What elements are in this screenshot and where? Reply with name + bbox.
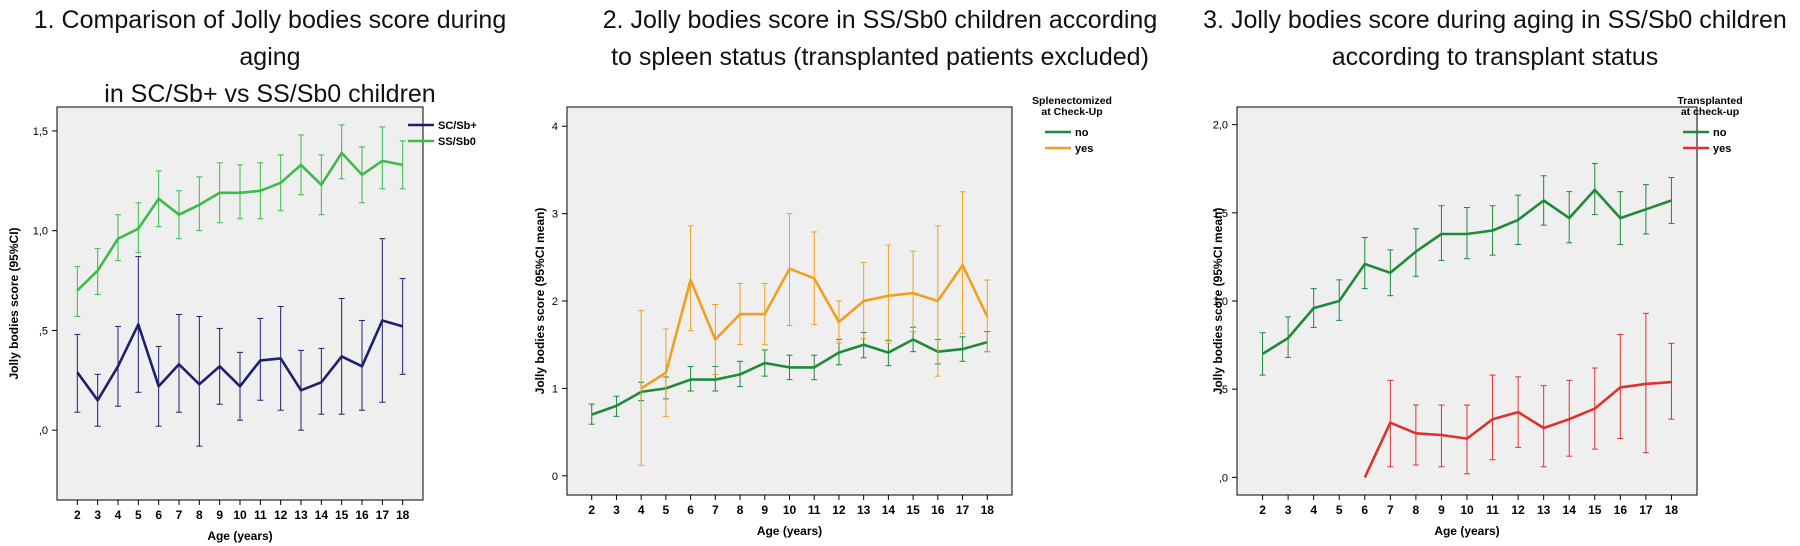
legend-label: no [1713,127,1727,139]
y-tick-label: 1,0 [33,226,48,238]
x-tick-label: 18 [981,503,995,517]
y-tick-label: 2 [552,296,558,308]
x-tick-label: 17 [1639,503,1653,517]
x-tick-label: 6 [1361,503,1368,517]
x-tick-label: 17 [956,503,970,517]
x-tick-label: 15 [906,503,920,517]
chart-1-svg: ,0 ,5 1,0 1,5 2 3 4 5 6 7 8 9 10 11 12 13 14 15 16 17 18 Age … [7,106,477,543]
y-axis-label: Jolly bodies score (95%CI mean) [1211,208,1225,395]
x-tick-label: 2 [74,508,81,522]
series-line [640,263,989,390]
y-tick-label: 2,0 [1213,120,1228,132]
x-tick-label: 3 [613,503,620,517]
chart-panel-1: 1. Comparison of Jolly bodies score duri… [0,0,540,546]
x-tick-label: 11 [1486,503,1499,517]
y-tick-label: 1,5 [33,126,48,138]
x-tick-label: 8 [196,508,203,522]
x-tick-label: 10 [783,503,797,517]
legend-label: yes [1075,143,1093,155]
x-tick-label: 11 [808,503,821,517]
y-axis-label: Jolly bodies score (95%CI mean) [533,208,547,395]
x-tick-label: 15 [335,508,349,522]
y-axis-label: Jolly bodies score (95%CI) [7,227,21,379]
x-tick-label: 14 [882,503,896,517]
x-tick-label: 18 [396,508,410,522]
x-tick-label: 7 [712,503,719,517]
x-tick-label: 17 [376,508,390,522]
x-tick-label: 10 [233,508,247,522]
x-tick-label: 8 [1413,503,1420,517]
x-tick-label: 10 [1460,503,1474,517]
legend-label: no [1075,127,1089,139]
x-tick-label: 4 [638,503,645,517]
y-tick-label: 4 [552,121,558,133]
x-tick-label: 9 [216,508,223,522]
x-tick-label: 18 [1665,503,1679,517]
x-tick-label: 12 [274,508,288,522]
x-tick-label: 16 [355,508,369,522]
series-line [76,151,403,292]
x-tick-label: 16 [931,503,945,517]
y-tick-label: ,0 [39,425,48,437]
x-tick-label: 2 [588,503,595,517]
series-line [76,319,404,402]
legend-title: Splenectomized at Check-Up [1032,95,1112,118]
x-tick-label: 7 [1387,503,1394,517]
x-tick-label: 7 [176,508,183,522]
x-tick-label: 4 [115,508,122,522]
x-tick-label: 5 [135,508,142,522]
x-tick-label: 3 [94,508,101,522]
y-tick-label: ,0 [1219,472,1228,484]
x-tick-label: 6 [155,508,162,522]
y-tick-label: 1,0 [1213,296,1228,308]
x-tick-label: 3 [1285,503,1292,517]
y-tick-label: 1 [552,383,558,395]
x-tick-label: 9 [1438,503,1445,517]
legend-label: SS/Sb0 [438,136,476,148]
x-tick-label: 2 [1259,503,1266,517]
x-tick-label: 4 [1310,503,1317,517]
x-tick-label: 14 [315,508,329,522]
x-tick-label: 12 [832,503,846,517]
y-tick-label: ,5 [39,325,48,337]
series-line [1363,380,1672,478]
x-tick-label: 16 [1614,503,1628,517]
chart-panel-3: 3. Jolly bodies score during aging in SS… [1190,0,1800,546]
x-tick-label: 11 [254,508,267,522]
chart-title: 2. Jolly bodies score in SS/Sb0 children… [602,6,1158,71]
x-tick-label: 14 [1563,503,1577,517]
x-tick-label: 6 [687,503,694,517]
x-axis-label: Age (years) [757,524,822,538]
legend-label: SC/Sb+ [438,120,477,132]
y-tick-label: ,5 [1219,384,1228,396]
x-tick-label: 5 [1336,503,1343,517]
x-tick-label: 13 [857,503,871,517]
x-tick-label: 5 [663,503,670,517]
x-tick-label: 8 [737,503,744,517]
chart-3-svg: ,0 ,5 1,0 1,5 2,0 2 3 4 5 6 7 8 9 10 11 12 13 14 15 16 17 18 A… [1211,95,1743,538]
x-tick-label: 13 [294,508,308,522]
legend-label: yes [1713,143,1731,155]
y-tick-label: 0 [552,471,558,483]
chart-panel-2: 2. Jolly bodies score in SS/Sb0 children… [533,0,1180,546]
chart-title: 3. Jolly bodies score during aging in SS… [1203,6,1787,71]
x-tick-label: 12 [1511,503,1525,517]
series-line [591,338,988,416]
y-tick-label: 1,5 [1213,208,1228,220]
x-tick-label: 9 [761,503,768,517]
x-tick-label: 15 [1588,503,1602,517]
chart-title: 1. Comparison of Jolly bodies score duri… [33,6,507,108]
x-axis-label: Age (years) [1434,524,1499,538]
y-tick-label: 3 [552,209,558,221]
x-tick-label: 13 [1537,503,1551,517]
legend-title: Transplanted at check-up [1677,95,1742,118]
series-line [1261,188,1672,356]
x-axis-label: Age (years) [207,529,272,543]
